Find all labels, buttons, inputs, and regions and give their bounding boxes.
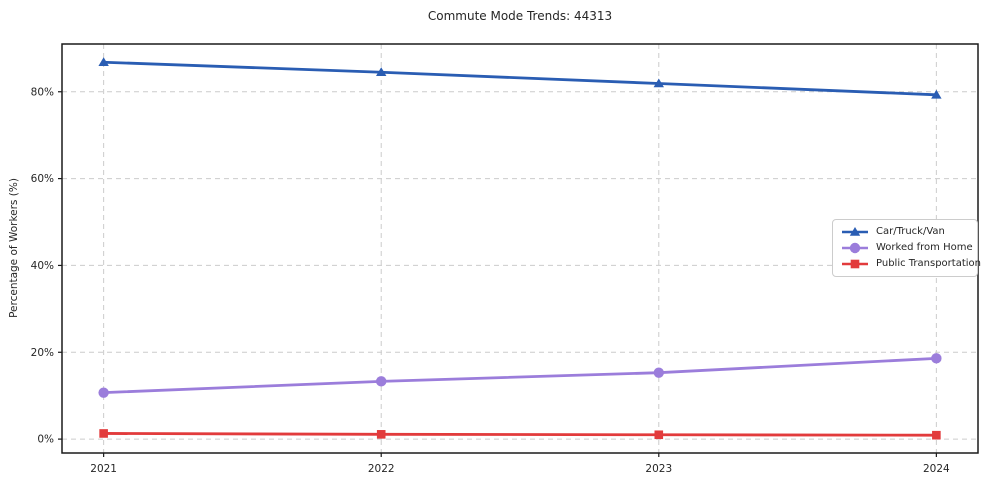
legend-item-worked-from-home: Worked from Home (841, 242, 973, 254)
legend: Car/Truck/Van Worked from Home Public Tr… (832, 219, 981, 277)
svg-text:2023: 2023 (645, 463, 672, 475)
svg-text:20%: 20% (31, 347, 54, 359)
line-triangle-marker-icon (842, 227, 868, 236)
line-circle-marker-icon (842, 242, 868, 254)
svg-text:40%: 40% (31, 260, 54, 272)
legend-item-car-truck-van: Car/Truck/Van (841, 226, 969, 238)
legend-label: Public Transportation (876, 258, 981, 269)
svg-text:2024: 2024 (923, 463, 950, 475)
legend-label: Worked from Home (876, 242, 973, 253)
line-square-marker-icon (842, 259, 868, 269)
svg-text:2022: 2022 (368, 463, 395, 475)
legend-item-public-transportation: Public Transportation (841, 258, 981, 270)
svg-text:80%: 80% (31, 86, 54, 98)
chart-title: Commute Mode Trends: 44313 (427, 9, 613, 23)
svg-text:60%: 60% (31, 173, 54, 185)
svg-text:0%: 0% (37, 434, 54, 446)
svg-text:2021: 2021 (90, 463, 117, 475)
legend-label: Car/Truck/Van (876, 226, 945, 237)
